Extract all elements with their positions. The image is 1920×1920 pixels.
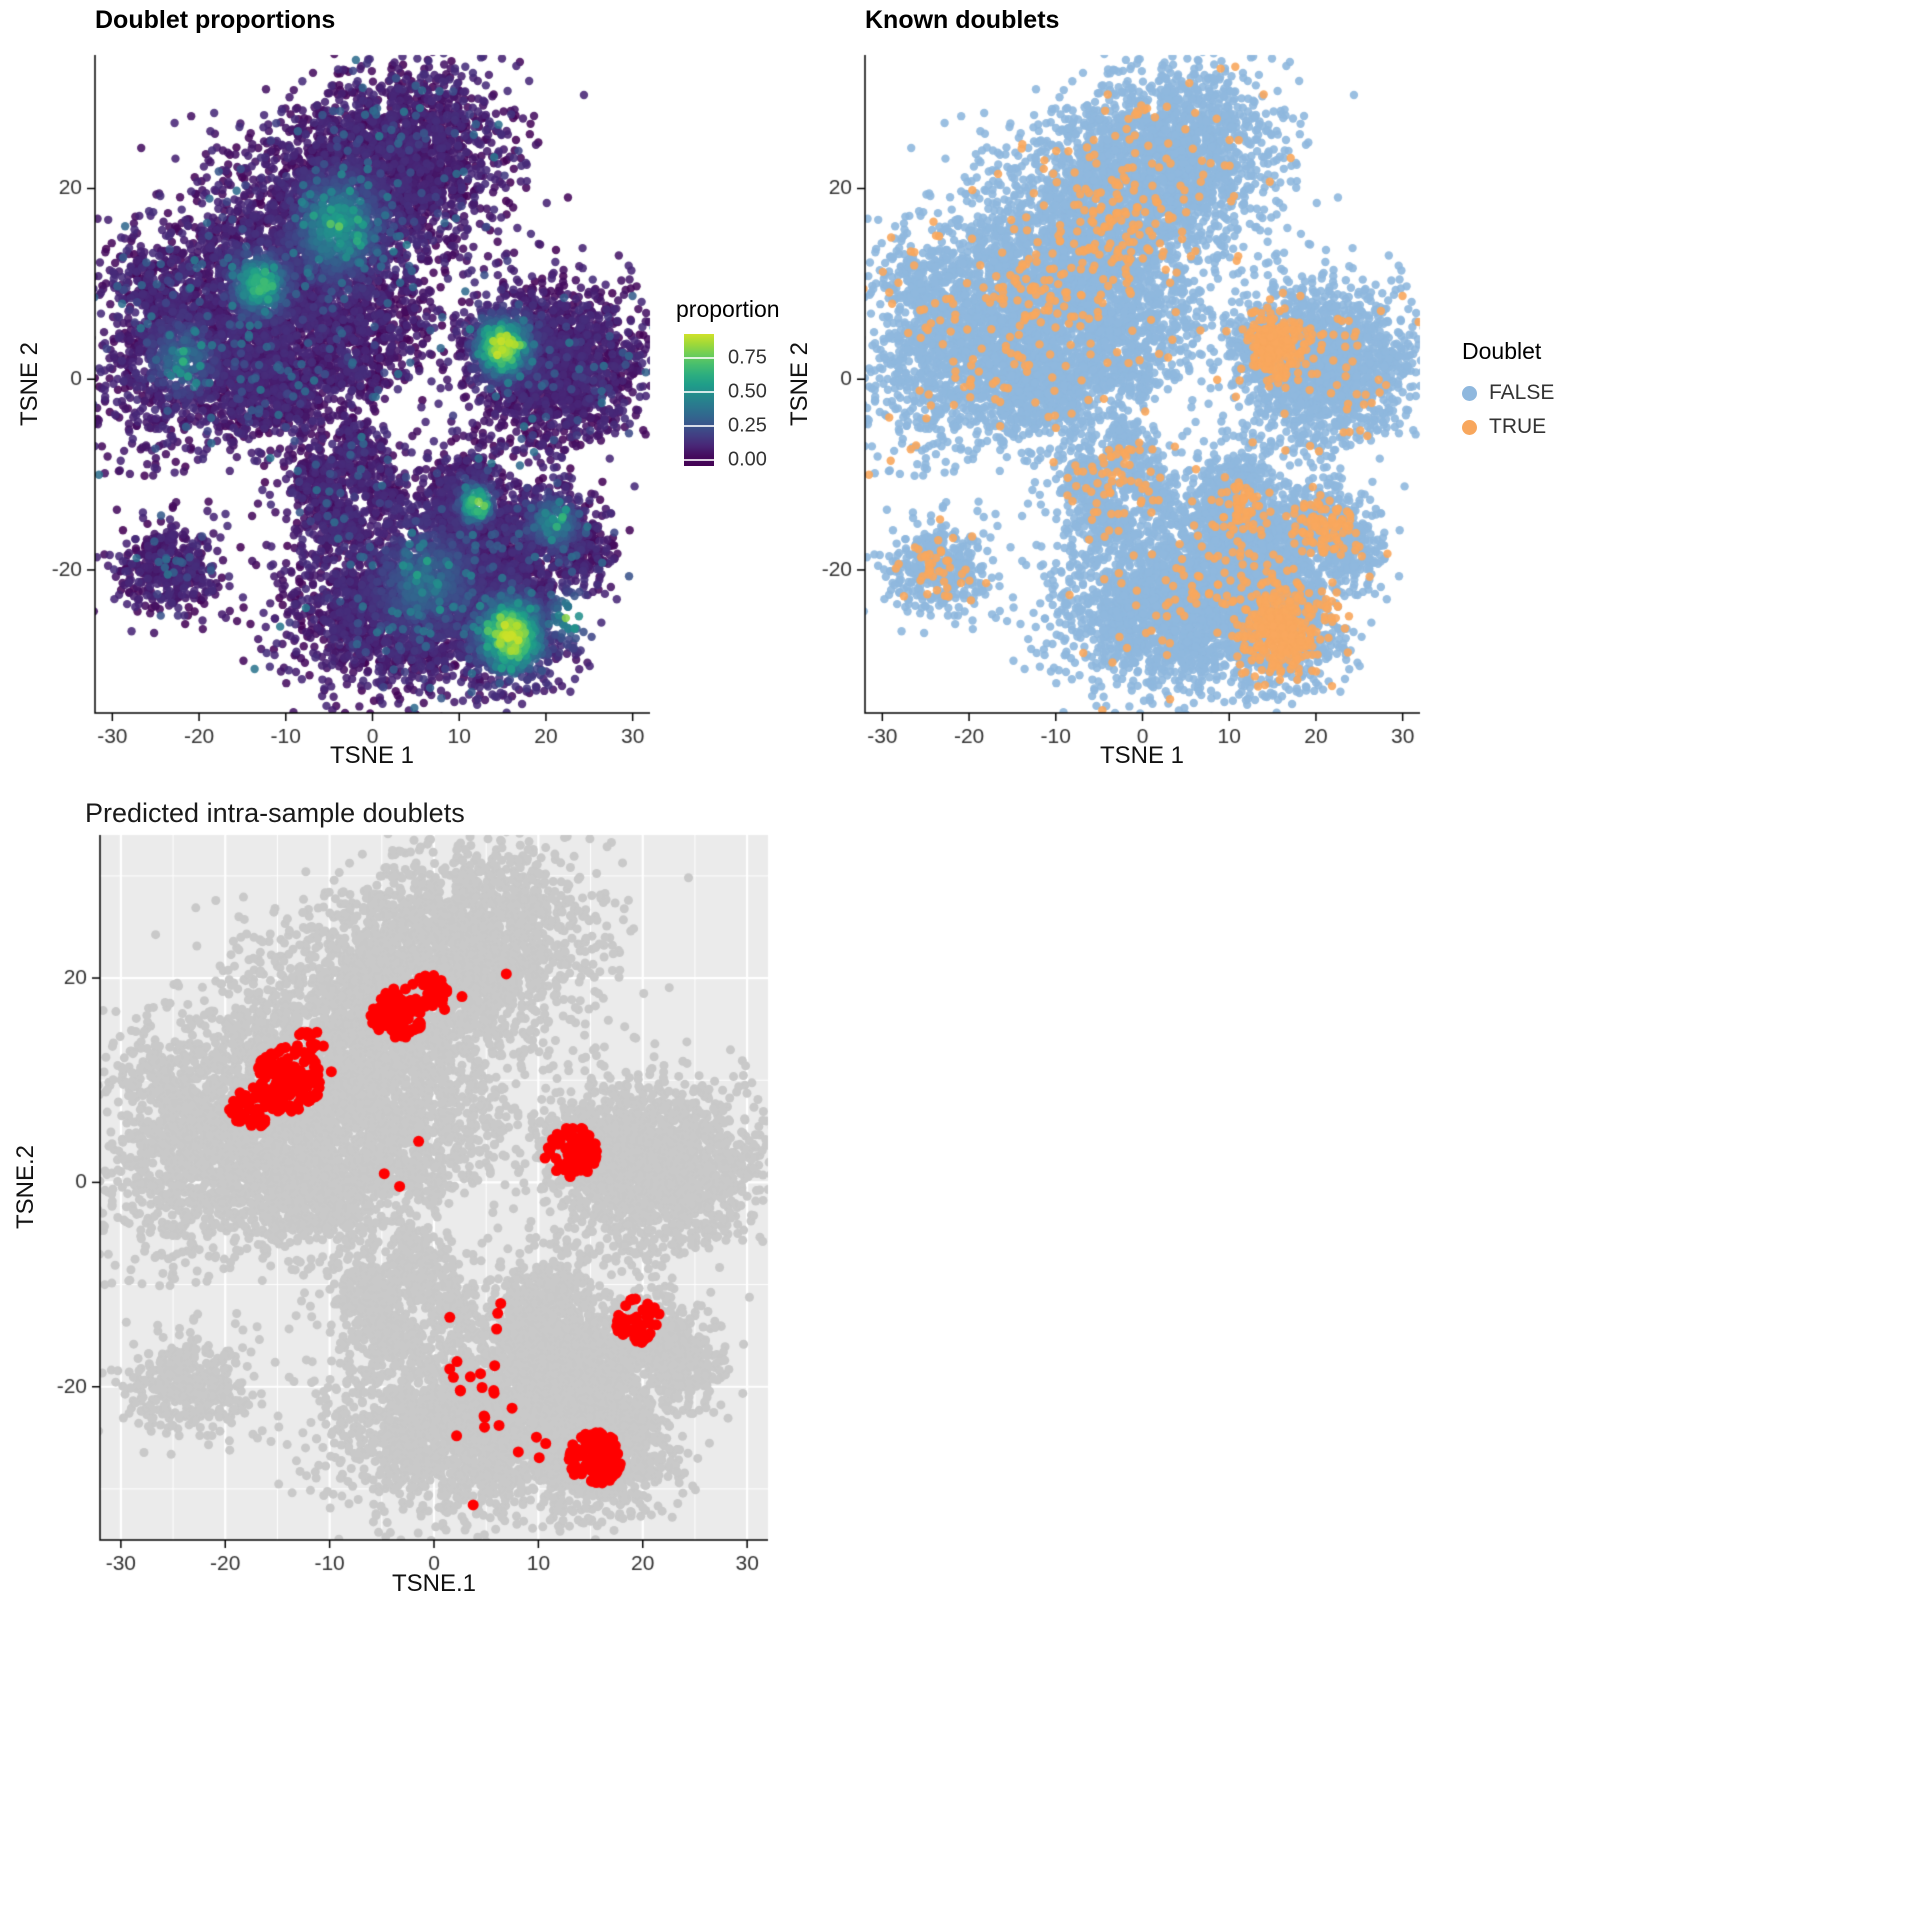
- doublet-proportions-title: Doublet proportions: [95, 6, 336, 34]
- doublet-legend-title: Doublet: [1462, 338, 1542, 364]
- predicted-doublets-title: Predicted intra-sample doublets: [85, 798, 465, 828]
- legend-entry-false: FALSE: [1462, 381, 1572, 405]
- colorbar-tick-label: 0.25: [728, 414, 767, 437]
- colorbar-tick-mark: [684, 357, 714, 360]
- panel-predicted-doublets: Predicted intra-sample doublets TSNE.1 T…: [0, 790, 820, 1625]
- proportion-colorbar: [684, 334, 714, 466]
- colorbar-tick-mark: [684, 391, 714, 394]
- legend-label-true: TRUE: [1489, 415, 1547, 438]
- proportion-legend-title: proportion: [676, 296, 780, 322]
- legend-swatch-false: [1462, 385, 1477, 401]
- doublet-legend: Doublet FALSE TRUE: [1462, 338, 1572, 449]
- predicted-doublets-y-axis-label: TSNE.2: [12, 1144, 39, 1230]
- colorbar-tick-label: 0.75: [728, 346, 767, 369]
- known-doublets-x-axis-label: TSNE 1: [1099, 742, 1185, 769]
- doublet-proportions-y-axis-label: TSNE 2: [16, 341, 43, 427]
- panel-known-doublets: Known doublets TSNE 1 TSNE 2 Doublet FAL…: [770, 0, 1570, 785]
- colorbar-tick-label: 0.00: [728, 448, 767, 471]
- panel-doublet-proportions: Doublet proportions TSNE 1 TSNE 2 propor…: [0, 0, 790, 785]
- known-doublets-title: Known doublets: [865, 6, 1060, 34]
- known-doublets-scatter-canvas: [770, 0, 1570, 785]
- colorbar-tick-mark: [684, 425, 714, 428]
- legend-label-false: FALSE: [1489, 381, 1555, 404]
- doublet-proportions-x-axis-label: TSNE 1: [329, 742, 415, 769]
- doublet-proportions-scatter-canvas: [0, 0, 790, 785]
- legend-swatch-true: [1462, 419, 1477, 435]
- known-doublets-y-axis-label: TSNE 2: [786, 341, 813, 427]
- colorbar-tick-label: 0.50: [728, 380, 767, 403]
- colorbar-tick-mark: [684, 458, 714, 461]
- predicted-doublets-x-axis-label: TSNE.1: [391, 1570, 477, 1597]
- legend-entry-true: TRUE: [1462, 415, 1572, 439]
- proportion-legend: proportion 0.75 0.50 0.25 0.00: [676, 296, 796, 496]
- predicted-doublets-scatter-canvas: [0, 790, 820, 1625]
